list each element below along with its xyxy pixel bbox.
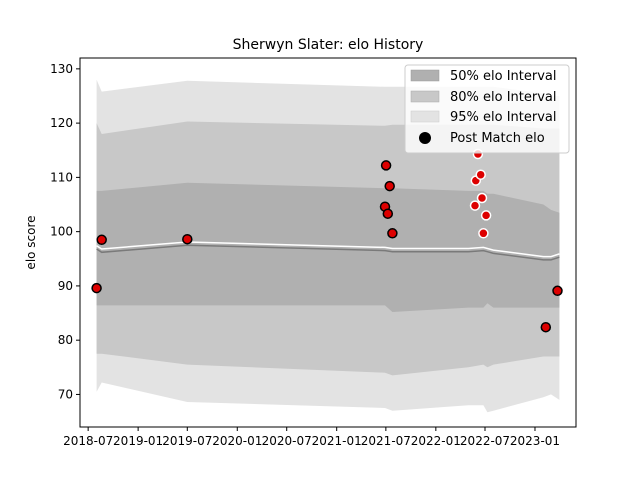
y-tick-label: 110: [50, 170, 73, 184]
post-match-point: [91, 282, 102, 294]
post-match-point: [480, 210, 492, 221]
y-tick-label: 100: [50, 225, 73, 239]
post-match-point: [380, 160, 392, 171]
x-tick-label: 2020-01: [212, 434, 262, 448]
post-match-point: [540, 321, 552, 333]
post-match-point: [552, 285, 563, 297]
post-match-point: [469, 200, 481, 211]
y-tick-label: 120: [50, 116, 73, 130]
post-match-point: [182, 233, 193, 245]
post-match-point: [96, 234, 107, 246]
x-tick-label: 2022-07: [460, 434, 510, 448]
y-tick-label: 80: [58, 333, 73, 347]
y-axis-label: elo score: [24, 215, 38, 269]
legend-swatch-95: [410, 110, 440, 123]
legend-frame: [404, 64, 570, 154]
y-tick-label: 70: [58, 387, 73, 401]
x-tick-label: 2019-07: [162, 434, 212, 448]
x-tick-label: 2023-01: [510, 434, 560, 448]
y-tick-label: 130: [50, 62, 73, 76]
post-match-point: [476, 192, 488, 204]
post-match-point: [387, 228, 398, 239]
legend: 50% elo Interval 80% elo Interval 95% el…: [404, 64, 570, 154]
x-tick-label: 2018-07: [63, 434, 113, 448]
x-tick-label: 2022-01: [411, 434, 461, 448]
plot-frame: [79, 57, 577, 428]
legend-label-95: 95% elo Interval: [450, 110, 557, 125]
post-match-point: [475, 169, 486, 180]
mean-line: [96, 244, 560, 261]
x-tick-label: 2021-07: [361, 434, 411, 448]
post-match-point: [478, 228, 489, 239]
y-axis: 70 80 90 100 110 120 130: [50, 62, 80, 401]
legend-swatch-80: [410, 90, 440, 103]
legend-marker-post-match: [419, 132, 431, 144]
legend-label-80: 80% elo Interval: [450, 90, 557, 105]
chart-title: Sherwyn Slater: elo History: [233, 37, 424, 53]
x-tick-label: 2019-01: [113, 434, 163, 448]
y-tick-label: 90: [58, 279, 73, 293]
x-tick-label: 2021-01: [312, 434, 362, 448]
legend-swatch-50: [410, 69, 440, 82]
post-match-point: [384, 180, 395, 192]
mean-highlight-line: [96, 241, 560, 258]
x-axis: 2018-07 2019-01 2019-07 2020-01 2020-07 2021-…: [63, 427, 560, 448]
legend-label-post-match: Post Match elo: [450, 131, 545, 146]
bands-layer: [96, 79, 560, 413]
band-50: [96, 182, 560, 312]
post-match-point: [382, 208, 394, 219]
x-tick-label: 2020-07: [262, 434, 312, 448]
legend-label-50: 50% elo Interval: [450, 69, 557, 84]
